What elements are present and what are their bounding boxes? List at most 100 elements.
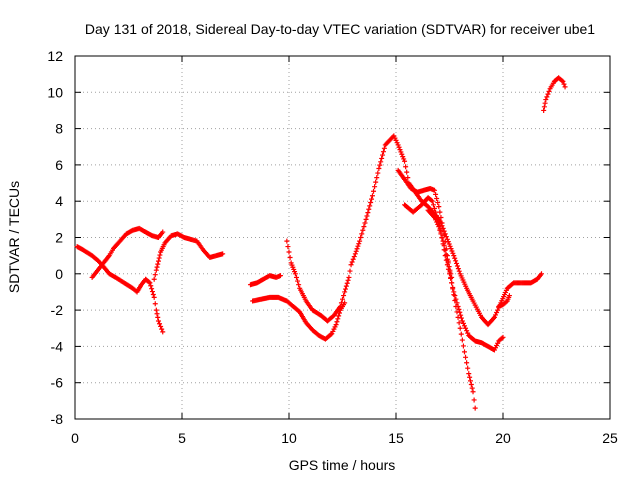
data-point xyxy=(346,274,352,280)
data-point xyxy=(376,166,382,172)
y-tick-label: -6 xyxy=(51,375,64,391)
data-point xyxy=(437,209,443,215)
data-point xyxy=(444,256,450,262)
data-point xyxy=(455,314,461,320)
data-point xyxy=(448,246,454,252)
data-point xyxy=(450,284,456,290)
data-point xyxy=(544,94,550,100)
data-point xyxy=(461,349,467,355)
data-point xyxy=(334,319,340,325)
grid-lines xyxy=(75,56,610,419)
data-point xyxy=(458,315,464,321)
data-point xyxy=(160,229,166,235)
data-point xyxy=(449,274,455,280)
data-point xyxy=(451,253,457,259)
data-series xyxy=(425,207,455,280)
x-axis-label: GPS time / hours xyxy=(289,457,396,473)
data-point xyxy=(360,227,366,233)
data-point xyxy=(494,310,500,316)
data-point xyxy=(337,303,343,309)
data-point xyxy=(436,224,442,230)
data-point xyxy=(432,205,438,211)
data-point xyxy=(470,389,476,395)
data-point xyxy=(295,278,301,284)
data-point xyxy=(153,307,159,313)
data-point xyxy=(293,274,299,280)
data-point xyxy=(155,318,161,324)
data-point xyxy=(457,309,463,315)
data-series xyxy=(395,167,478,411)
data-point xyxy=(359,231,365,237)
data-point xyxy=(467,374,473,380)
data-point xyxy=(152,301,158,307)
data-points xyxy=(74,75,568,411)
data-point xyxy=(362,220,368,226)
data-point xyxy=(296,282,302,288)
data-point xyxy=(220,251,226,257)
data-point xyxy=(440,238,446,244)
data-point xyxy=(342,286,348,292)
data-series xyxy=(284,133,545,328)
data-point xyxy=(453,258,459,264)
data-point xyxy=(286,249,292,255)
data-point xyxy=(463,354,469,360)
y-tick-label: 6 xyxy=(55,157,63,173)
data-point xyxy=(364,213,370,219)
data-point xyxy=(333,322,339,328)
data-point xyxy=(292,271,298,277)
data-point xyxy=(352,251,358,257)
x-tick-label: 20 xyxy=(495,430,511,446)
data-point xyxy=(285,244,291,250)
data-series xyxy=(89,225,166,280)
data-point xyxy=(446,264,452,270)
data-point xyxy=(461,323,467,329)
data-point xyxy=(431,213,437,219)
data-point xyxy=(400,154,406,160)
data-point xyxy=(433,209,439,215)
data-point xyxy=(472,405,478,411)
data-point xyxy=(446,241,452,247)
data-point xyxy=(500,334,506,340)
x-tick-label: 25 xyxy=(602,430,618,446)
data-point xyxy=(380,149,386,155)
data-point xyxy=(447,243,453,249)
data-point xyxy=(284,238,290,244)
data-point xyxy=(156,255,162,261)
data-point xyxy=(396,144,402,150)
data-point xyxy=(452,293,458,299)
data-point xyxy=(443,252,449,258)
data-point xyxy=(369,196,375,202)
data-point xyxy=(465,365,471,371)
data-point xyxy=(347,268,353,274)
data-point xyxy=(365,210,371,216)
data-point xyxy=(368,199,374,205)
data-point xyxy=(432,187,438,193)
data-point xyxy=(358,235,364,240)
data-point xyxy=(343,283,349,289)
data-point xyxy=(471,397,477,403)
y-tick-label: -4 xyxy=(51,338,64,354)
data-point xyxy=(377,162,383,168)
data-point xyxy=(442,247,448,253)
data-point xyxy=(453,296,459,302)
data-point xyxy=(429,198,435,204)
y-tick-label: 4 xyxy=(55,193,63,209)
y-tick-label: 12 xyxy=(47,48,63,64)
data-point xyxy=(561,81,567,87)
data-point xyxy=(363,216,369,222)
data-point xyxy=(460,320,466,326)
data-point xyxy=(458,312,464,318)
data-point xyxy=(328,331,334,337)
data-point xyxy=(379,155,385,161)
data-point xyxy=(539,271,545,277)
data-series xyxy=(496,293,512,309)
data-point xyxy=(378,159,384,165)
y-tick-label: 10 xyxy=(47,84,63,100)
data-point xyxy=(401,156,407,162)
data-point xyxy=(356,241,362,247)
data-point xyxy=(451,289,457,295)
data-point xyxy=(371,188,377,194)
data-series xyxy=(151,231,226,282)
x-tick-label: 10 xyxy=(281,430,297,446)
data-point xyxy=(545,91,551,97)
